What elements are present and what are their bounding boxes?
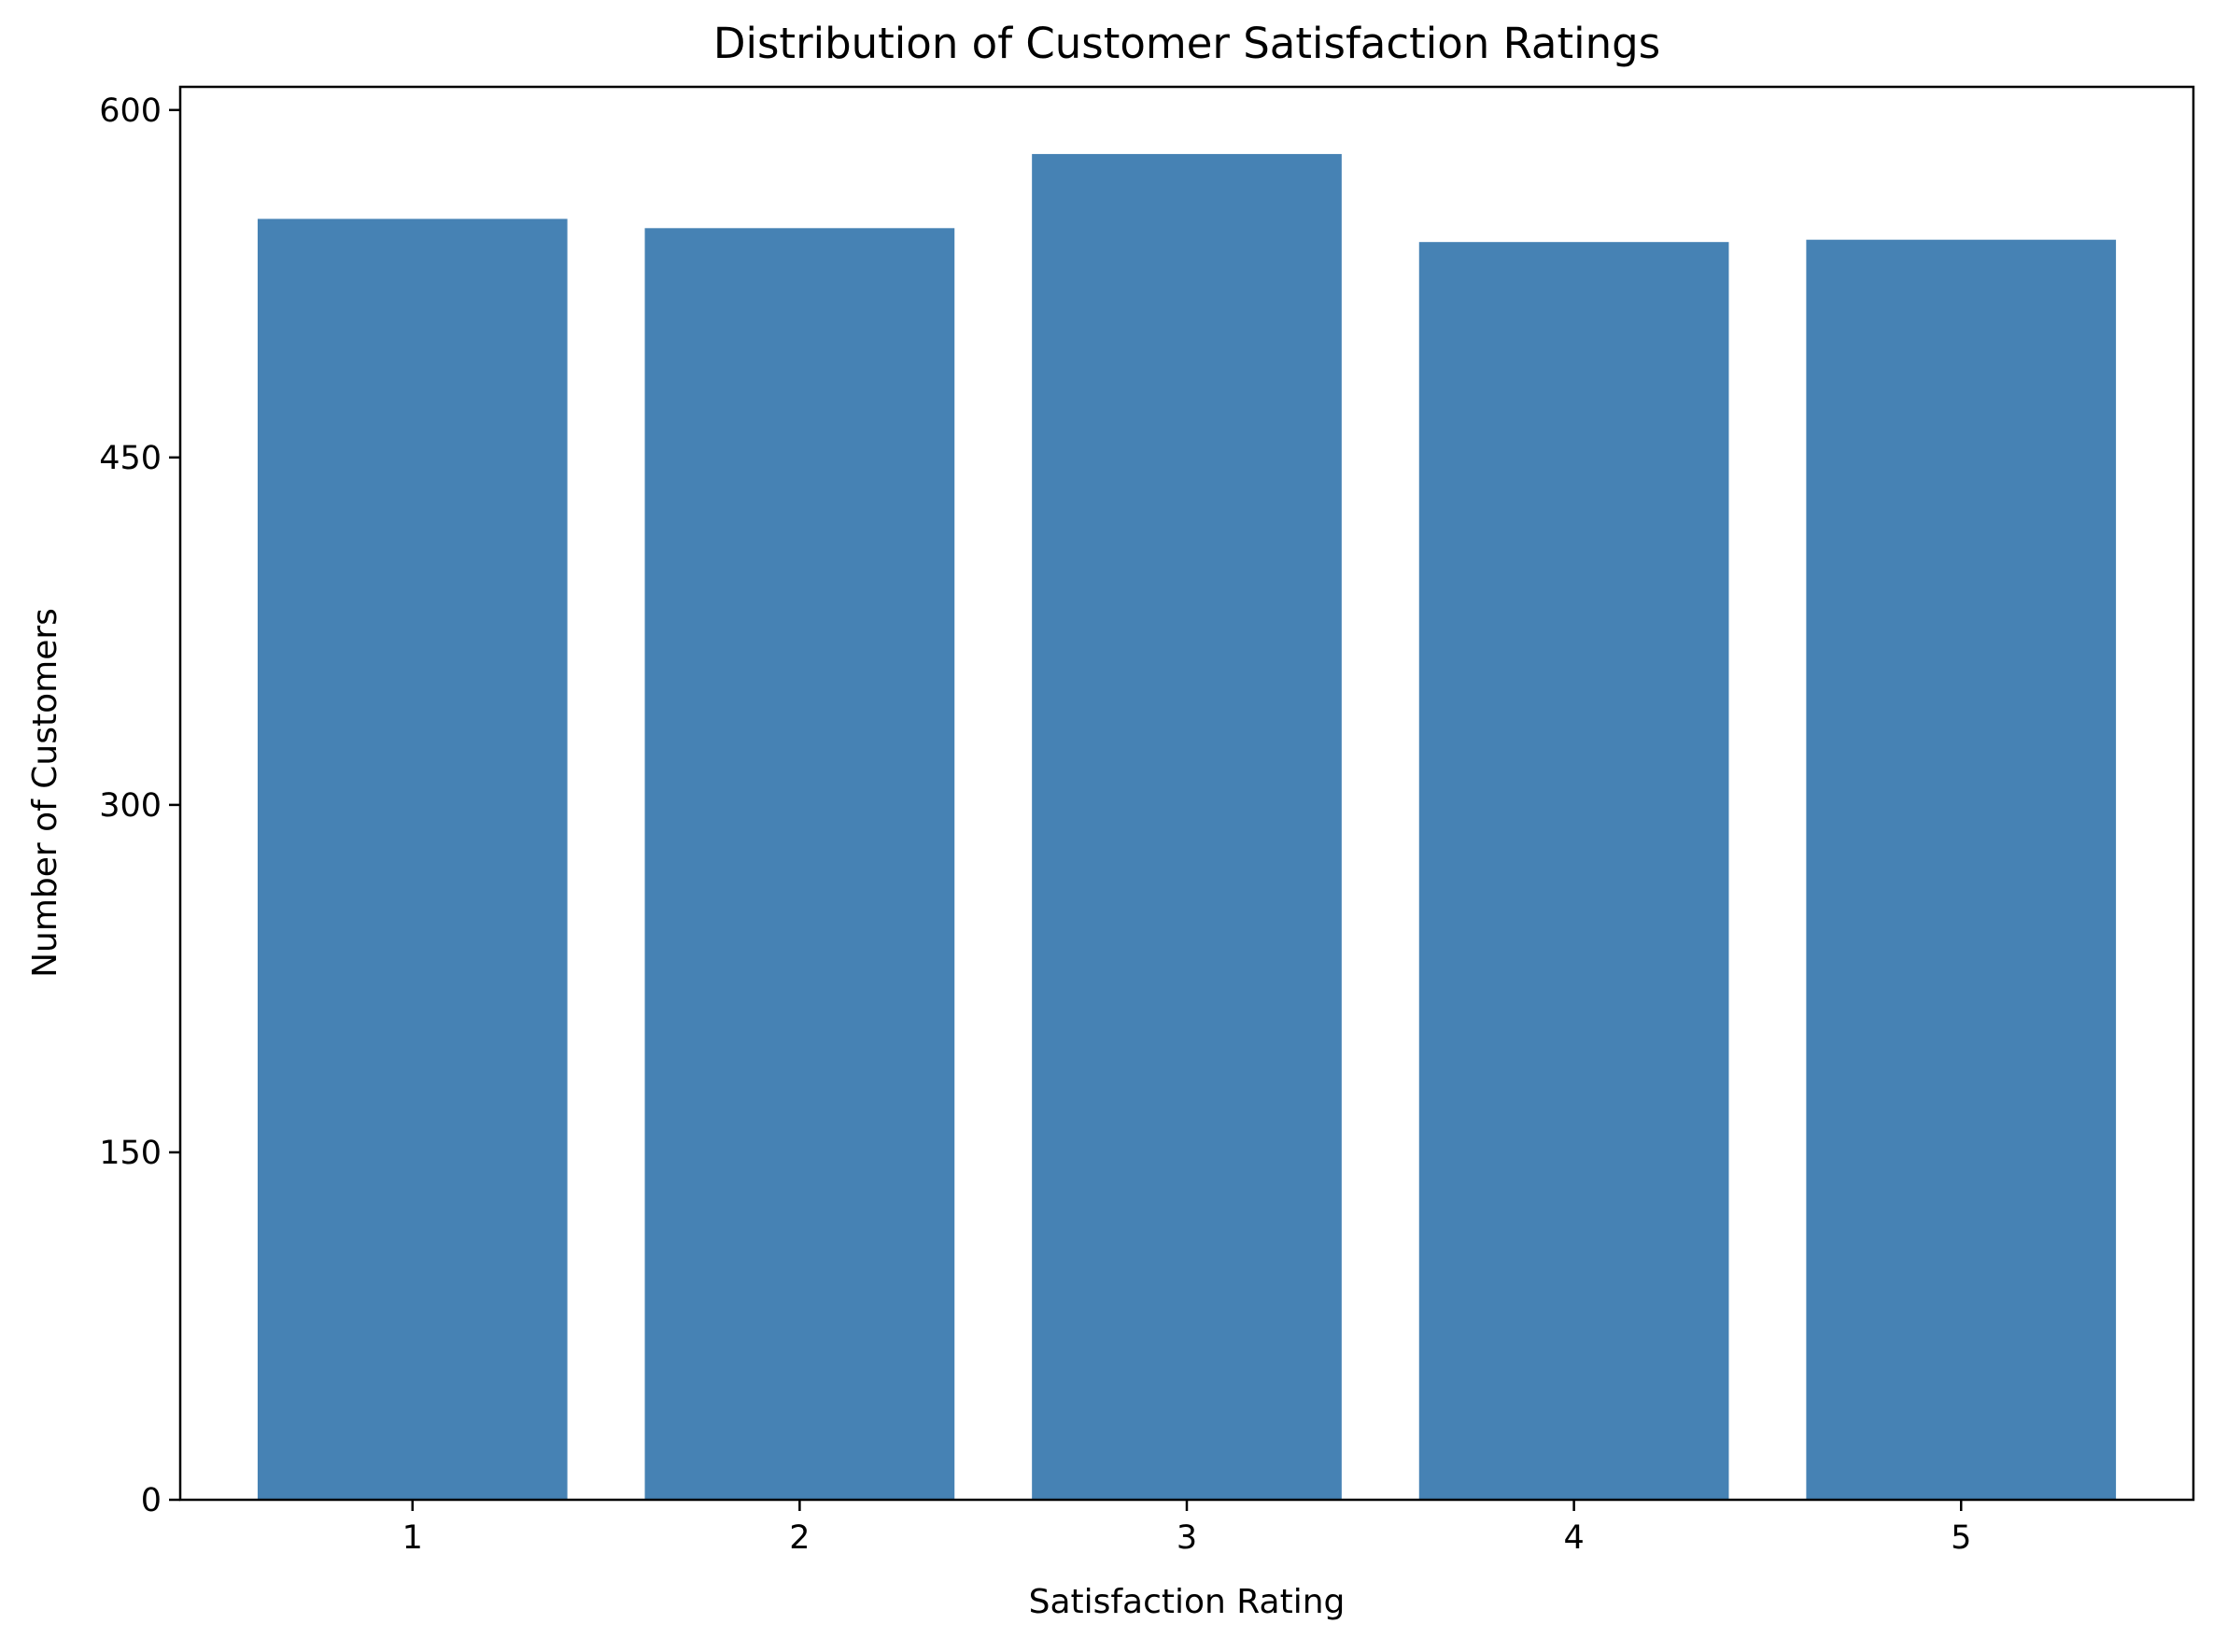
x-axis-ticks: 1 2 3 4 5 bbox=[402, 1500, 1971, 1557]
bar-rating-5 bbox=[1806, 239, 2117, 1500]
x-axis-label: Satisfaction Rating bbox=[1029, 1583, 1346, 1621]
bar-rating-3 bbox=[1032, 153, 1342, 1501]
x-tick-label: 3 bbox=[1177, 1519, 1197, 1557]
chart-title: Distribution of Customer Satisfaction Ra… bbox=[713, 19, 1660, 68]
x-tick-label: 1 bbox=[402, 1519, 423, 1557]
y-axis-ticks: 0 150 300 450 600 bbox=[99, 92, 180, 1519]
bar-rating-1 bbox=[257, 219, 568, 1501]
y-tick-label: 450 bbox=[99, 440, 162, 477]
x-tick-label: 2 bbox=[789, 1519, 810, 1557]
y-tick-label: 600 bbox=[99, 92, 162, 130]
y-axis-label: Number of Customers bbox=[26, 608, 64, 978]
bar-rating-4 bbox=[1418, 242, 1729, 1500]
bar-rating-2 bbox=[644, 228, 955, 1500]
y-tick-label: 300 bbox=[99, 787, 162, 825]
bars bbox=[257, 153, 2117, 1501]
x-tick-label: 5 bbox=[1951, 1519, 1971, 1557]
plot-area-frame bbox=[178, 85, 2195, 1502]
y-tick-label: 150 bbox=[99, 1135, 162, 1172]
x-tick-label: 4 bbox=[1563, 1519, 1584, 1557]
y-tick-label: 0 bbox=[141, 1482, 162, 1519]
